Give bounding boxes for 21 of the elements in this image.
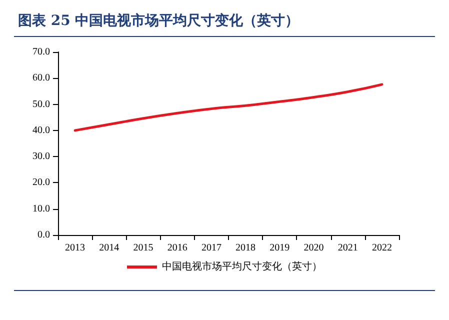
x-tick-label: 2018 [236,242,256,254]
y-tick-label: 50.0 [32,98,50,110]
y-tick-label: 0.0 [38,230,50,240]
x-tick-label: 2021 [338,242,358,254]
x-tick-label: 2016 [167,242,188,254]
x-tick-label: 2015 [133,242,154,254]
y-tick-label: 60.0 [32,72,50,84]
x-tick-label: 2014 [99,242,120,254]
chart-title: 图表 25 中国电视市场平均尺寸变化（英寸） [18,12,300,30]
x-tick-label: 2017 [201,242,222,254]
y-tick-label: 40.0 [32,124,50,136]
y-tick-label: 20.0 [32,177,50,188]
line-series [74,83,384,132]
legend-label: 中国电视市场平均尺寸变化（英寸） [162,260,322,272]
x-tick-label: 2019 [270,242,290,254]
y-tick-label: 70.0 [32,46,50,58]
y-tick-label: 10.0 [32,203,50,214]
x-tick-label: 2020 [304,242,324,254]
x-tick-label: 2022 [372,242,392,254]
x-tick-label: 2013 [65,242,86,254]
y-tick-label: 30.0 [32,151,50,162]
